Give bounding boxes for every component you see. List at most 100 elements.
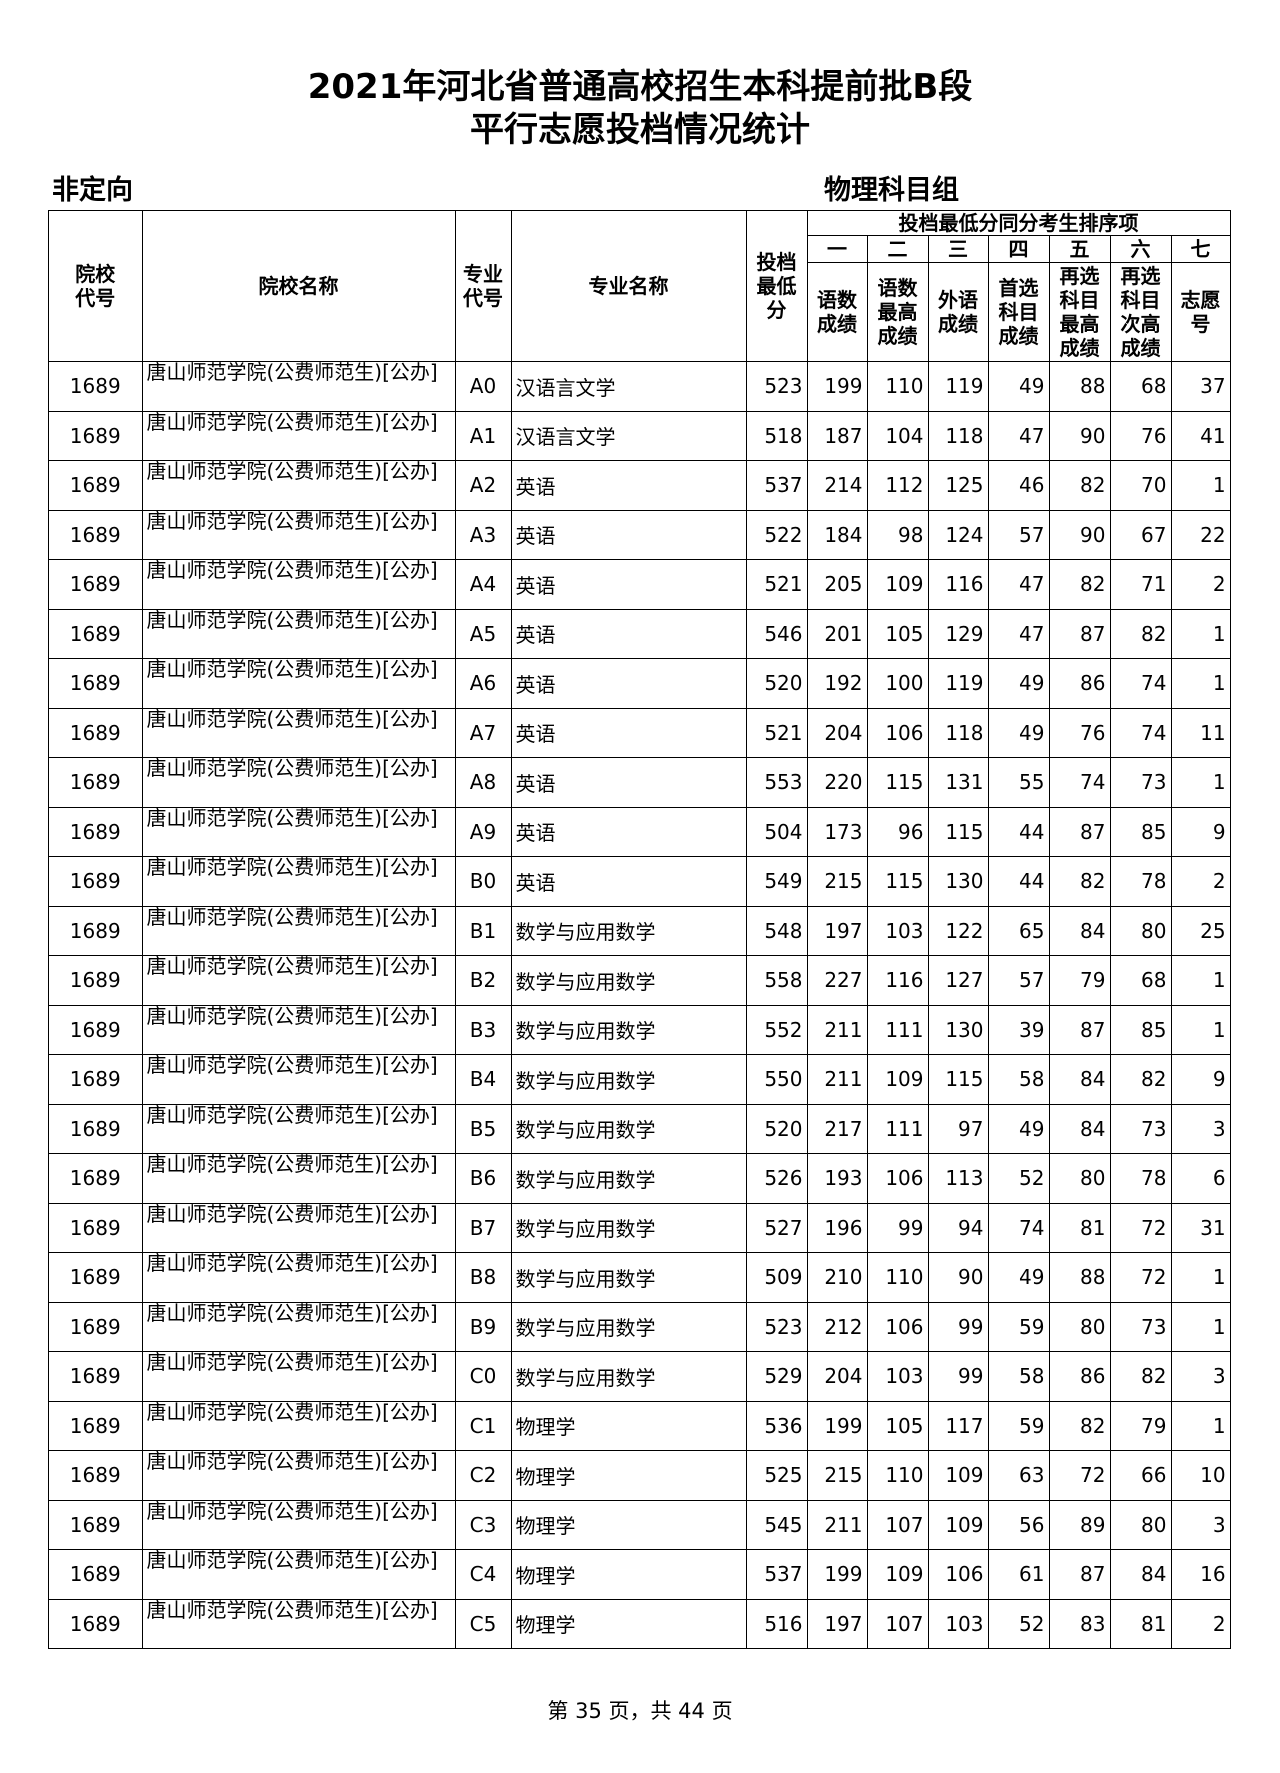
school-name: 唐山师范学院(公费师范生)[公办] [141, 1400, 456, 1451]
major-code: B3 [454, 1004, 512, 1055]
school-name-text: 唐山师范学院(公费师范生)[公办] [146, 1302, 438, 1325]
rank-6: 67 [1109, 509, 1172, 560]
major-code: B6 [454, 1153, 512, 1204]
major-name: 物理学 [510, 1598, 747, 1649]
rank-7: 3 [1170, 1103, 1231, 1154]
school-code: 1689 [48, 410, 143, 461]
header-line: 成绩 [938, 312, 978, 336]
rank-5: 88 [1048, 1252, 1111, 1303]
rank-6: 78 [1109, 1153, 1172, 1204]
school-code: 1689 [48, 1450, 143, 1501]
school-code: 1689 [48, 1400, 143, 1451]
rank-5: 82 [1048, 460, 1111, 511]
school-code: 1689 [48, 608, 143, 659]
school-code: 1689 [48, 707, 143, 758]
rank-header: 语数 成绩 [806, 262, 868, 362]
school-name: 唐山师范学院(公费师范生)[公办] [141, 1301, 456, 1352]
rank-3: 119 [927, 361, 989, 412]
rank-3: 94 [927, 1202, 989, 1253]
school-name-text: 唐山师范学院(公费师范生)[公办] [146, 1203, 438, 1226]
rank-5: 84 [1048, 1054, 1111, 1105]
min-score: 536 [745, 1400, 808, 1451]
min-score: 520 [745, 658, 808, 709]
min-score: 521 [745, 559, 808, 610]
rank-6: 81 [1109, 1598, 1172, 1649]
school-name: 唐山师范学院(公费师范生)[公办] [141, 361, 456, 412]
school-name-text: 唐山师范学院(公费师范生)[公办] [146, 659, 438, 681]
school-name-text: 唐山师范学院(公费师范生)[公办] [146, 1104, 438, 1127]
column-header: 院校名称 [141, 210, 456, 362]
title-line: 2021年河北省普通高校招生本科提前批B段 [307, 67, 973, 107]
major-code: B7 [454, 1202, 512, 1253]
school-name-text: 唐山师范学院(公费师范生)[公办] [146, 1154, 438, 1176]
rank-numeral: 五 [1048, 235, 1111, 263]
rank-2: 105 [866, 608, 929, 659]
rank-7: 1 [1170, 955, 1231, 1006]
major-code: B2 [454, 955, 512, 1006]
rank-6: 76 [1109, 410, 1172, 461]
title-line: 平行志愿投档情况统计 [470, 110, 810, 150]
major-code: C0 [454, 1351, 512, 1402]
header-line: 代号 [463, 286, 503, 310]
rank-1: 205 [806, 559, 868, 610]
rank-7: 25 [1170, 905, 1231, 956]
table-row: 1689 唐山师范学院(公费师范生)[公办] A8 英语 553 220 115 131 55 7… [48, 757, 1231, 808]
school-name: 唐山师范学院(公费师范生)[公办] [141, 1054, 456, 1105]
rank-7: 9 [1170, 806, 1231, 857]
school-code: 1689 [48, 856, 143, 907]
table-row: 1689 唐山师范学院(公费师范生)[公办] A5 英语 546 201 105 129 47 8… [48, 608, 1231, 659]
major-code: C3 [454, 1499, 512, 1550]
rank-6: 72 [1109, 1202, 1172, 1253]
school-code: 1689 [48, 1054, 143, 1105]
header-line: 专业 [463, 262, 503, 286]
school-name-text: 唐山师范学院(公费师范生)[公办] [146, 1599, 438, 1622]
school-name: 唐山师范学院(公费师范生)[公办] [141, 1549, 456, 1600]
header-line: 再选 [1120, 264, 1161, 288]
school-code: 1689 [48, 1004, 143, 1055]
school-name-text: 唐山师范学院(公费师范生)[公办] [146, 1005, 438, 1028]
school-name-text: 唐山师范学院(公费师范生)[公办] [146, 1550, 438, 1572]
school-name: 唐山师范学院(公费师范生)[公办] [141, 955, 456, 1006]
rank-4: 61 [987, 1549, 1050, 1600]
school-name: 唐山师范学院(公费师范生)[公办] [141, 707, 456, 758]
table-row: 1689 唐山师范学院(公费师范生)[公办] A2 英语 537 214 112 125 46 8… [48, 460, 1231, 511]
rank-header: 外语 成绩 [927, 262, 989, 362]
major-code: C2 [454, 1450, 512, 1501]
table-row: 1689 唐山师范学院(公费师范生)[公办] B2 数学与应用数学 558 227 116 1… [48, 955, 1231, 1006]
rank-6: 72 [1109, 1252, 1172, 1303]
header-line: 成绩 [1120, 336, 1161, 360]
min-score: 509 [745, 1252, 808, 1303]
table-row: 1689 唐山师范学院(公费师范生)[公办] B8 数学与应用数学 509 210 110 9… [48, 1252, 1231, 1303]
rank-1: 204 [806, 1351, 868, 1402]
rank-2: 100 [866, 658, 929, 709]
major-name: 物理学 [510, 1549, 747, 1600]
table-row: 1689 唐山师范学院(公费师范生)[公办] C4 物理学 537 199 109 106 61… [48, 1549, 1231, 1600]
rank-7: 1 [1170, 757, 1231, 808]
rank-7: 3 [1170, 1351, 1231, 1402]
rank-3: 115 [927, 806, 989, 857]
table-row: 1689 唐山师范学院(公费师范生)[公办] A9 英语 504 173 96 115 44 87… [48, 806, 1231, 857]
major-code: C1 [454, 1400, 512, 1451]
school-name-text: 唐山师范学院(公费师范生)[公办] [146, 411, 438, 434]
school-name-text: 唐山师范学院(公费师范生)[公办] [146, 461, 438, 483]
school-name: 唐山师范学院(公费师范生)[公办] [141, 410, 456, 461]
school-name: 唐山师范学院(公费师范生)[公办] [141, 1103, 456, 1154]
major-name: 数学与应用数学 [510, 1103, 747, 1154]
rank-7: 6 [1170, 1153, 1231, 1204]
major-code: A4 [454, 559, 512, 610]
rank-3: 124 [927, 509, 989, 560]
school-code: 1689 [48, 1252, 143, 1303]
rank-6: 71 [1109, 559, 1172, 610]
rank-1: 211 [806, 1054, 868, 1105]
rank-6: 80 [1109, 905, 1172, 956]
header-line: 成绩 [998, 324, 1039, 348]
rank-3: 113 [927, 1153, 989, 1204]
rank-4: 52 [987, 1153, 1050, 1204]
rank-1: 215 [806, 856, 868, 907]
school-name-text: 唐山师范学院(公费师范生)[公办] [146, 1451, 438, 1473]
rank-3: 130 [927, 1004, 989, 1055]
rank-3: 116 [927, 559, 989, 610]
rank-4: 46 [987, 460, 1050, 511]
school-code: 1689 [48, 1351, 143, 1402]
